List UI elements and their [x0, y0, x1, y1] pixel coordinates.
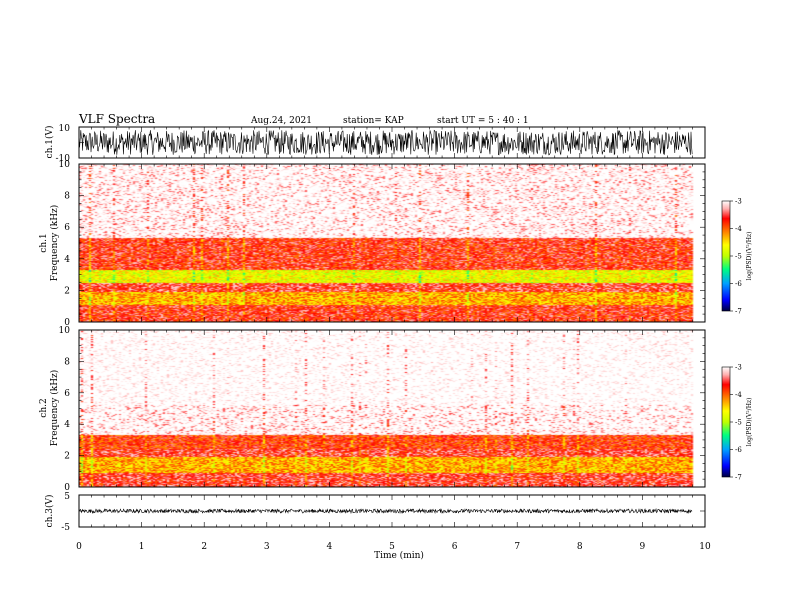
y-tick-label: 2 [64, 452, 70, 462]
ch2-spectrogram-ylabel: Frequency (kHz) [49, 370, 60, 447]
y-tick-label: 0 [64, 483, 70, 493]
ch1-ytick-top: 10 [59, 124, 71, 134]
colorbar-ch2-ticks: -3 -4 -5 -6 -7 [730, 364, 742, 482]
x-tick-label: 8 [577, 542, 583, 552]
x-tick-label: 5 [389, 542, 395, 552]
station-label: station= KAP [343, 116, 404, 126]
y-tick-label: 10 [59, 326, 71, 336]
y-tick-label: 10 [59, 160, 71, 170]
ch3-ytick-top: 5 [64, 492, 70, 502]
y-tick-label: 6 [64, 223, 70, 233]
ch1-spectrogram-panel: 0 2 4 6 8 10 ch.1 Frequency (kHz) [39, 160, 706, 328]
ch2-spectrogram-image [79, 330, 705, 487]
y-tick-label: 4 [64, 420, 70, 430]
time-axis-label: Time (min) [374, 550, 424, 561]
start-time-label: start UT = 5 : 40 : 1 [437, 116, 529, 126]
y-tick-label: 8 [64, 357, 70, 367]
x-tick-label: 9 [640, 542, 646, 552]
x-tick-label: 4 [327, 542, 333, 552]
figure-title: VLF Spectra [78, 112, 155, 126]
colorbar-ch1-ticks: -3 -4 -5 -6 -7 [730, 198, 742, 316]
ch2-spectrogram-yticklabels: 0 2 4 6 8 10 [59, 326, 71, 493]
colorbar-tick-label: -6 [735, 446, 742, 454]
colorbar-tick-label: -7 [735, 308, 742, 316]
ch1-waveform-ticks [78, 127, 706, 158]
x-tick-label: 7 [514, 542, 520, 552]
x-tick-label: 6 [452, 542, 458, 552]
ch2-spectrogram-channel-label: ch.2 [39, 398, 49, 417]
y-tick-label: 8 [64, 192, 70, 202]
colorbar-ch1: -3 -4 -5 -6 -7 log(PSD)(V²/Hz) [721, 198, 753, 316]
ch3-waveform-panel: 5 -5 ch.3(V) 0 1 2 3 4 5 6 7 8 9 10 Time (min) [44, 492, 711, 561]
colorbar-tick-label: -5 [735, 419, 742, 427]
colorbar-tick-label: -3 [735, 364, 742, 372]
x-tick-label: 0 [76, 542, 82, 552]
x-tick-label: 10 [699, 542, 711, 552]
colorbar-ch1-bar [721, 200, 731, 312]
date-label: Aug.24, 2021 [250, 116, 312, 126]
colorbar-tick-label: -5 [735, 253, 742, 261]
ch3-waveform-ticks [78, 494, 706, 528]
colorbar-tick-label: -4 [735, 225, 742, 233]
colorbar-ch2-bar [721, 366, 731, 478]
ch3-waveform-ylabel: ch.3(V) [44, 495, 55, 528]
colorbar-ch1-label: log(PSD)(V²/Hz) [746, 232, 753, 281]
colorbar-tick-label: -7 [735, 474, 742, 482]
ch1-spectrogram-ticks [78, 163, 706, 323]
ch3-ytick-bottom: -5 [61, 523, 70, 533]
ch1-spectrogram-ylabel: Frequency (kHz) [49, 205, 60, 282]
colorbar-tick-label: -4 [735, 391, 742, 399]
ch1-waveform-ylabel: ch.1(V) [44, 126, 55, 159]
time-axis-ticklabels: 0 1 2 3 4 5 6 7 8 9 10 [76, 542, 711, 552]
y-tick-label: 0 [64, 318, 70, 328]
x-tick-label: 2 [201, 542, 207, 552]
ch1-spectrogram-yticklabels: 0 2 4 6 8 10 [59, 160, 71, 328]
colorbar-ch2: -3 -4 -5 -6 -7 log(PSD)(V²/Hz) [721, 364, 753, 482]
ch1-spectrogram-image [79, 164, 705, 322]
ch2-spectrogram-ticks [78, 329, 706, 488]
colorbar-tick-label: -6 [735, 280, 742, 288]
ch1-ytick-bottom: -10 [56, 154, 71, 164]
ch1-waveform-trace [78, 129, 693, 156]
ch3-waveform-trace [78, 507, 693, 515]
x-tick-label: 3 [264, 542, 270, 552]
y-tick-label: 2 [64, 286, 70, 296]
y-tick-label: 6 [64, 389, 70, 399]
ch2-spectrogram-panel: 0 2 4 6 8 10 ch.2 Frequency (kHz) [39, 326, 706, 493]
y-tick-label: 4 [64, 255, 70, 265]
colorbar-ch2-label: log(PSD)(V²/Hz) [746, 398, 753, 447]
x-tick-label: 1 [139, 542, 145, 552]
ch1-spectrogram-channel-label: ch.1 [39, 233, 49, 252]
colorbar-tick-label: -3 [735, 198, 742, 206]
ch1-waveform-panel: 10 -10 ch.1(V) [44, 124, 706, 164]
